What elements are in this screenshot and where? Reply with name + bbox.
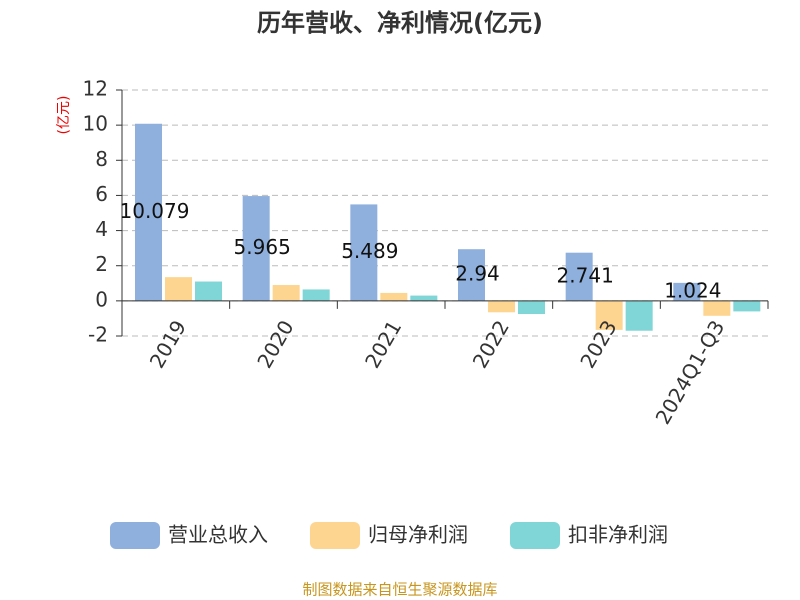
bar bbox=[673, 282, 701, 301]
x-tick-label: 2022 bbox=[468, 316, 514, 372]
bar bbox=[488, 300, 515, 313]
bar bbox=[242, 196, 270, 301]
data-label: 5.489 bbox=[341, 239, 398, 263]
legend-swatch bbox=[510, 522, 560, 549]
y-axis-label: (亿元) bbox=[56, 96, 72, 135]
bar bbox=[350, 204, 378, 301]
legend-label: 归母净利润 bbox=[368, 523, 468, 547]
bar bbox=[565, 252, 593, 301]
x-tick-label: 2020 bbox=[252, 316, 298, 372]
data-label: 10.079 bbox=[120, 199, 190, 223]
legend-swatch bbox=[110, 522, 160, 549]
bar bbox=[458, 249, 485, 301]
data-label: 2.741 bbox=[557, 263, 614, 287]
bar bbox=[410, 295, 438, 301]
x-tick-label: 2019 bbox=[145, 316, 191, 372]
y-tick-label: 0 bbox=[95, 287, 108, 311]
bar bbox=[272, 285, 300, 301]
data-label: 1.024 bbox=[664, 278, 721, 302]
x-tick-label: 2023 bbox=[575, 316, 621, 372]
x-tick-label: 2024Q1-Q3 bbox=[651, 316, 730, 428]
bar bbox=[135, 123, 162, 301]
bar bbox=[380, 292, 408, 301]
y-tick-label: 8 bbox=[95, 147, 108, 171]
bar bbox=[703, 300, 731, 316]
bar bbox=[302, 289, 330, 301]
x-tick-label: 2021 bbox=[360, 316, 406, 372]
y-tick-label: 2 bbox=[95, 252, 108, 276]
y-tick-label: 4 bbox=[95, 217, 108, 241]
legend-swatch bbox=[310, 522, 360, 549]
bar bbox=[195, 281, 222, 301]
chart-title: 历年营收、净利情况(亿元) bbox=[257, 9, 543, 37]
bar bbox=[625, 300, 653, 331]
bar bbox=[165, 277, 192, 301]
legend-label: 营业总收入 bbox=[168, 523, 268, 547]
y-tick-label: -2 bbox=[88, 323, 108, 347]
data-label: 2.94 bbox=[455, 262, 500, 286]
legend-label: 扣非净利润 bbox=[568, 523, 668, 547]
bar bbox=[518, 300, 545, 315]
bar bbox=[595, 300, 623, 330]
y-tick-label: 10 bbox=[83, 112, 108, 136]
data-label: 5.965 bbox=[234, 235, 291, 259]
source-note: 制图数据来自恒生聚源数据库 bbox=[302, 581, 497, 599]
bar bbox=[733, 300, 761, 312]
y-tick-label: 6 bbox=[95, 182, 108, 206]
y-tick-label: 12 bbox=[83, 77, 108, 101]
